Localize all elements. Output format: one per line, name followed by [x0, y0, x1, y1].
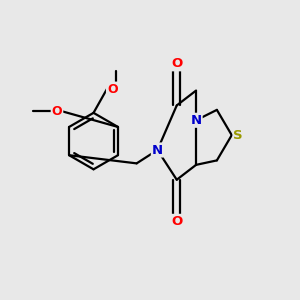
Text: O: O	[52, 105, 62, 118]
Text: O: O	[171, 57, 182, 70]
Text: N: N	[190, 114, 202, 127]
Text: N: N	[152, 143, 163, 157]
Text: O: O	[171, 215, 182, 228]
Text: S: S	[233, 129, 243, 142]
Text: O: O	[107, 82, 118, 96]
